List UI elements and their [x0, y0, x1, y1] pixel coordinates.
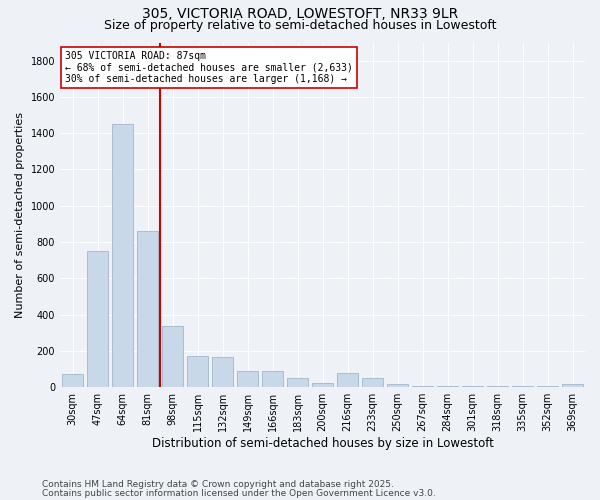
Text: 305 VICTORIA ROAD: 87sqm
← 68% of semi-detached houses are smaller (2,633)
30% o: 305 VICTORIA ROAD: 87sqm ← 68% of semi-d… — [65, 51, 353, 84]
Text: Contains HM Land Registry data © Crown copyright and database right 2025.: Contains HM Land Registry data © Crown c… — [42, 480, 394, 489]
Bar — [237, 371, 258, 387]
Bar — [312, 382, 333, 387]
Bar — [362, 378, 383, 387]
Text: Contains public sector information licensed under the Open Government Licence v3: Contains public sector information licen… — [42, 488, 436, 498]
Bar — [412, 386, 433, 387]
Bar — [462, 386, 483, 387]
Bar — [487, 386, 508, 387]
Bar — [437, 386, 458, 387]
Bar — [187, 356, 208, 387]
Bar — [212, 358, 233, 387]
Text: 305, VICTORIA ROAD, LOWESTOFT, NR33 9LR: 305, VICTORIA ROAD, LOWESTOFT, NR33 9LR — [142, 8, 458, 22]
Y-axis label: Number of semi-detached properties: Number of semi-detached properties — [15, 112, 25, 318]
Bar — [512, 386, 533, 387]
Bar — [262, 371, 283, 387]
Bar — [62, 374, 83, 387]
Bar — [387, 384, 408, 387]
Bar — [562, 384, 583, 387]
X-axis label: Distribution of semi-detached houses by size in Lowestoft: Distribution of semi-detached houses by … — [152, 437, 493, 450]
Bar — [137, 231, 158, 387]
Bar — [337, 372, 358, 387]
Bar — [537, 386, 558, 387]
Bar — [287, 378, 308, 387]
Text: Size of property relative to semi-detached houses in Lowestoft: Size of property relative to semi-detach… — [104, 19, 496, 32]
Bar — [87, 251, 108, 387]
Bar — [162, 326, 183, 387]
Bar — [112, 124, 133, 387]
